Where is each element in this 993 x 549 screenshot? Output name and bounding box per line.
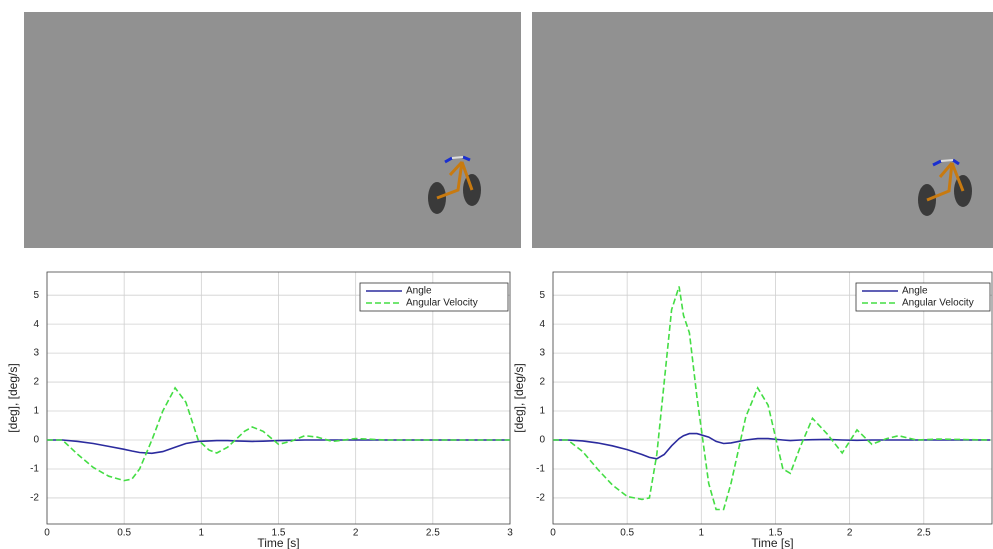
x-tick-label: 0.5 (117, 528, 131, 539)
y-axis-label: [deg], [deg/s] (512, 363, 526, 432)
x-tick-label: 0 (44, 528, 50, 539)
y-tick-label: 0 (33, 435, 39, 446)
x-tick-label: 1.5 (769, 528, 783, 539)
x-tick-label: 0.5 (620, 528, 634, 539)
viewport (24, 12, 521, 248)
y-tick-label: 3 (539, 348, 545, 359)
y-tick-label: 2 (33, 377, 39, 388)
x-tick-label: 2.5 (917, 528, 931, 539)
y-tick-label: -1 (30, 464, 39, 475)
y-tick-label: 4 (539, 319, 545, 330)
chart: 0 0.5 1 1.5 2 2.5 -2 -1 0 1 2 3 4 5 Time [s] [deg], [de… (512, 271, 993, 549)
legend-label: Angular Velocity (902, 298, 974, 309)
x-tick-label: 1.5 (272, 528, 286, 539)
x-tick-label: 2 (353, 528, 359, 539)
y-tick-label: 0 (539, 435, 545, 446)
x-tick-label: 3 (507, 528, 513, 539)
y-axis-label: [deg], [deg/s] (6, 363, 20, 432)
plot-frame (552, 271, 993, 525)
y-tick-label: -1 (536, 464, 545, 475)
plot-area (553, 272, 992, 524)
legend-box (855, 282, 991, 312)
y-tick-label: 5 (539, 290, 545, 301)
series-line (47, 386, 510, 482)
x-tick-label: 0 (550, 528, 556, 539)
sim-view-left (24, 12, 521, 248)
y-tick-label: 1 (539, 406, 545, 417)
x-tick-label: 2 (847, 528, 853, 539)
y-tick-label: 4 (33, 319, 39, 330)
y-tick-label: 5 (33, 290, 39, 301)
x-tick-label: 2.5 (426, 528, 440, 539)
chart: 0 0.5 1 1.5 2 2.5 3 -2 -1 0 1 2 3 4 5 Time [s] [deg], [d… (6, 271, 513, 549)
legend-label: Angular Velocity (406, 298, 478, 309)
series-line (553, 432, 991, 460)
y-tick-label: -2 (536, 493, 545, 504)
x-tick-label: 1 (199, 528, 205, 539)
y-tick-label: 3 (33, 348, 39, 359)
x-axis-label: Time [s] (257, 536, 299, 549)
legend-label: Angle (406, 286, 432, 297)
legend-box (359, 282, 509, 312)
viewport (532, 12, 993, 248)
series-line (553, 286, 991, 511)
plot-frame (46, 271, 511, 525)
y-tick-label: 2 (539, 377, 545, 388)
legend-label: Angle (902, 286, 928, 297)
sim-view-right (532, 12, 993, 248)
x-axis-label: Time [s] (751, 536, 793, 549)
y-tick-label: -2 (30, 493, 39, 504)
x-tick-label: 1 (699, 528, 705, 539)
series-line (47, 439, 510, 455)
y-tick-label: 1 (33, 406, 39, 417)
